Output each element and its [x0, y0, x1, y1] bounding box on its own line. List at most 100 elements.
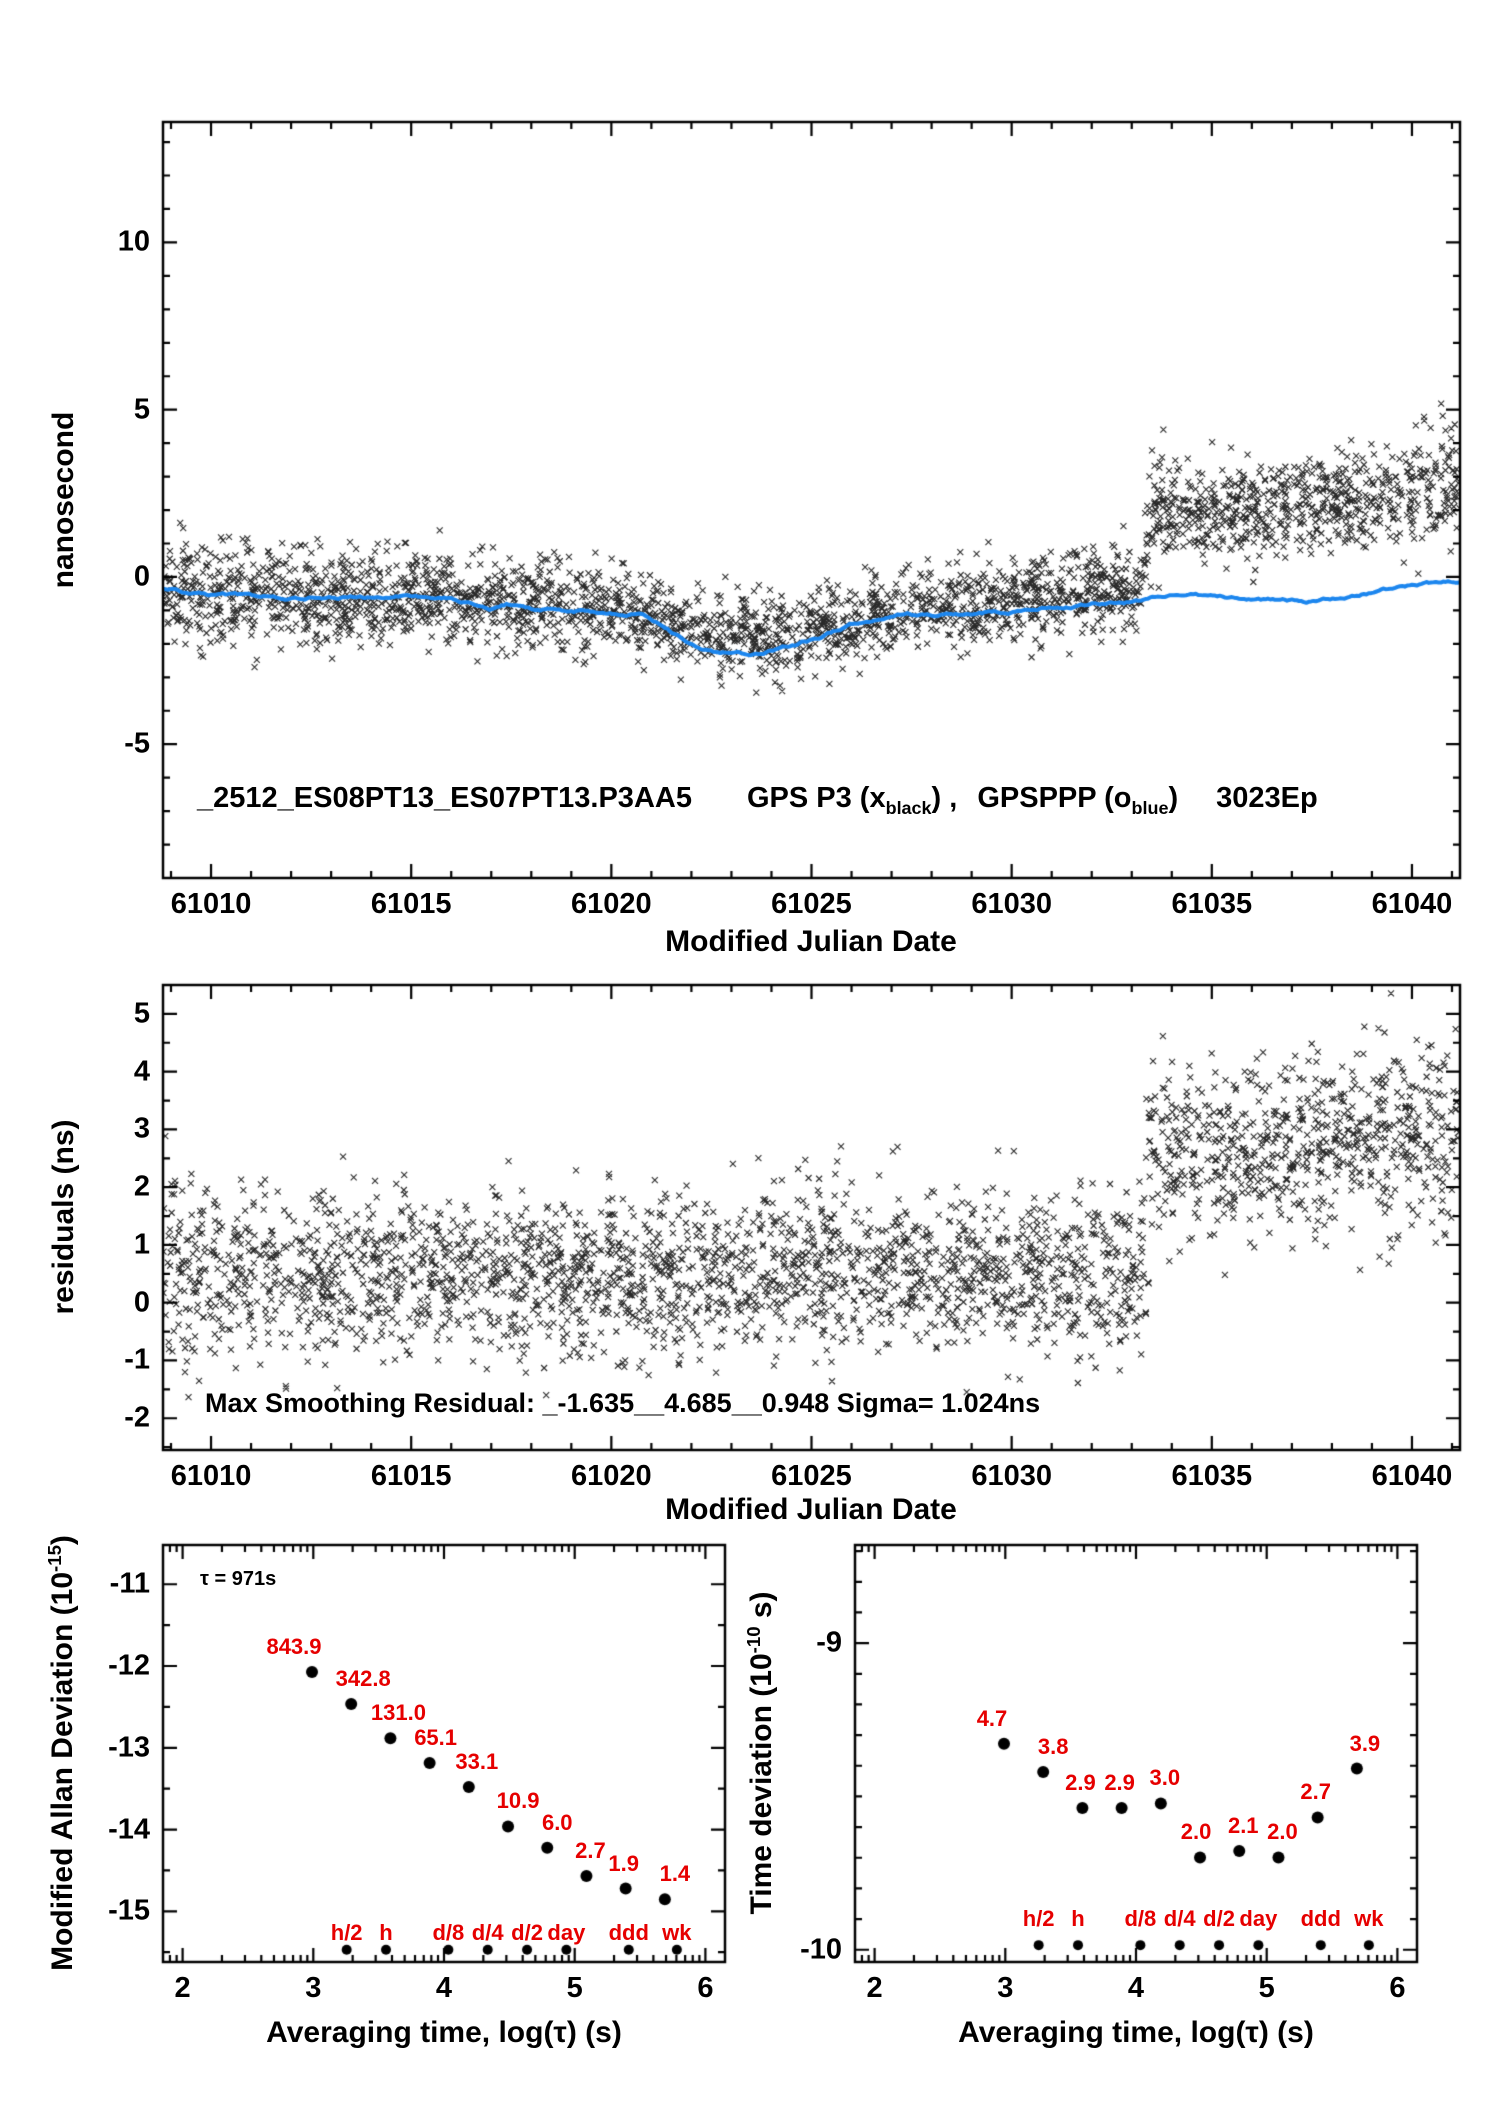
- tdev-x-tick-label: 2: [866, 1972, 883, 2004]
- tdev-y-axis-title: Time deviation (10-10 s): [743, 1591, 779, 1914]
- mdev-y-tick-label: -15: [108, 1894, 150, 1927]
- tdev-y-tick-label: -9: [816, 1626, 842, 1659]
- residuals-x-axis-title: Modified Julian Date: [665, 1493, 957, 1526]
- mdev-tau-scale-label: d/8: [432, 1920, 465, 1946]
- phase-x-tick-label: 61010: [170, 888, 252, 920]
- mdev-tau-scale-label: day: [547, 1920, 586, 1946]
- phase-x-tick-label: 61040: [1371, 888, 1453, 920]
- phase-y-tick-label: 5: [133, 393, 150, 426]
- phase-x-tick-label: 61020: [571, 888, 652, 920]
- tdev-tau-scale-label: ddd: [1300, 1906, 1341, 1932]
- phase-x-axis-title: Modified Julian Date: [665, 925, 957, 958]
- mdev-ylabel-text: Modified Allan Deviation (10: [46, 1571, 79, 1971]
- residuals-x-tick-label: 61010: [170, 1460, 252, 1492]
- mdev-x-tick-label: 4: [435, 1972, 453, 2004]
- tdev-tau-scale-label: h/2: [1022, 1906, 1055, 1932]
- tdev-point-value-label: 2.0: [1180, 1819, 1212, 1845]
- tdev-x-tick-label: 6: [1389, 1972, 1406, 2004]
- tdev-tau-scale-label: day: [1239, 1906, 1278, 1932]
- tdev-point-value-label: 4.7: [976, 1705, 1008, 1731]
- tdev-x-axis-title: Averaging time, log(τ) (s): [958, 2016, 1314, 2049]
- residuals-y-tick-label: 2: [133, 1170, 150, 1203]
- residuals-y-tick-label: 5: [133, 997, 150, 1030]
- legend-series-black: GPS P3 (xblack) ,: [746, 782, 977, 818]
- tdev-tau-scale-label: d/4: [1163, 1906, 1196, 1932]
- mdev-x-tick-label: 6: [697, 1972, 714, 2004]
- residuals-y-tick-label: 0: [133, 1286, 150, 1319]
- mdev-x-tick-label: 5: [566, 1972, 583, 2004]
- tdev-x-tick-label: 3: [997, 1972, 1014, 2004]
- tdev-point-value-label: 3.0: [1149, 1765, 1181, 1791]
- tau-value-note: τ = 971s: [200, 1568, 277, 1590]
- mdev-tau-scale-label: d/2: [511, 1920, 543, 1946]
- mdev-point-value-label: 2.7: [575, 1838, 606, 1864]
- tdev-tau-scale-label: h: [1071, 1906, 1085, 1932]
- phase-x-tick-label: 61025: [771, 888, 852, 920]
- mdev-point-value-label: 1.9: [608, 1850, 639, 1876]
- tdev-point-value-label: 3.9: [1349, 1730, 1381, 1756]
- mdev-x-tick-label: 3: [305, 1972, 322, 2004]
- tdev-y-tick-label: -10: [800, 1933, 842, 1966]
- tdev-x-tick-label: 5: [1258, 1972, 1275, 2004]
- mdev-tau-scale-label: ddd: [608, 1920, 649, 1946]
- tdev-point-value-label: 2.1: [1227, 1812, 1259, 1838]
- mdev-ylabel-close: ): [46, 1535, 79, 1546]
- residuals-y-tick-label: 3: [133, 1112, 150, 1145]
- phase-y-axis-title: nanosecond: [47, 411, 80, 589]
- mdev-y-tick-label: -14: [108, 1813, 150, 1846]
- mdev-point-value-label: 843.9: [266, 1634, 322, 1660]
- residuals-y-tick-label: -2: [124, 1401, 150, 1434]
- residuals-x-tick-label: 61035: [1171, 1460, 1253, 1492]
- residuals-x-tick-label: 61015: [370, 1460, 452, 1492]
- mdev-point-value-label: 65.1: [414, 1725, 458, 1751]
- mdev-tau-scale-label: h/2: [330, 1920, 363, 1946]
- legend-ppp-text: GPSPPP (o: [977, 782, 1132, 814]
- legend-ppp-close: ): [1168, 782, 1179, 814]
- tdev-tau-scale-label: d/2: [1203, 1906, 1235, 1932]
- residuals-x-tick-label: 61030: [971, 1460, 1052, 1492]
- mdev-point-value-label: 1.4: [659, 1861, 691, 1887]
- phase-x-tick-label: 61035: [1171, 888, 1253, 920]
- phase-legend: _2512_ES08PT13_ES07PT13.P3AA5 GPS P3 (xbl…: [197, 782, 1318, 819]
- phase-y-tick-label: 0: [133, 560, 150, 593]
- residuals-x-tick-label: 61040: [1371, 1460, 1453, 1492]
- tdev-ylabel-exponent: -10: [743, 1626, 764, 1654]
- phase-y-tick-label: -5: [124, 727, 150, 760]
- tdev-tau-scale-label: d/8: [1124, 1906, 1157, 1932]
- mdev-y-tick-label: -11: [109, 1567, 150, 1600]
- legend-ppp-subscript: blue: [1131, 797, 1169, 818]
- mdev-tau-scale-label: wk: [662, 1920, 692, 1946]
- mdev-ylabel-exponent: -15: [44, 1545, 65, 1572]
- tdev-point-value-label: 2.9: [1104, 1769, 1135, 1795]
- phase-x-tick-label: 61015: [370, 888, 452, 920]
- mdev-y-tick-label: -13: [108, 1731, 150, 1764]
- tdev-ylabel-close: s): [745, 1591, 778, 1627]
- mdev-point-value-label: 6.0: [541, 1809, 573, 1835]
- residuals-y-tick-label: 1: [133, 1228, 150, 1261]
- mdev-x-axis-title: Averaging time, log(τ) (s): [266, 2016, 622, 2049]
- phase-x-tick-label: 61030: [971, 888, 1052, 920]
- mdev-tau-scale-label: d/4: [471, 1920, 504, 1946]
- phase-y-tick-label: 10: [117, 225, 150, 258]
- residuals-y-tick-label: 4: [133, 1055, 150, 1088]
- mdev-y-tick-label: -12: [108, 1649, 150, 1682]
- mdev-point-value-label: 342.8: [335, 1666, 391, 1692]
- legend-gps-close: ) ,: [931, 782, 958, 814]
- mdev-x-tick-label: 2: [174, 1972, 191, 2004]
- tdev-ylabel-text: Time deviation (10: [745, 1653, 778, 1915]
- residuals-x-tick-label: 61025: [771, 1460, 852, 1492]
- mdev-point-value-label: 33.1: [455, 1749, 499, 1775]
- residual-stats-annotation: Max Smoothing Residual: _-1.635__4.685__…: [205, 1388, 1041, 1418]
- residuals-y-axis-title: residuals (ns): [47, 1119, 80, 1315]
- mdev-point-value-label: 131.0: [370, 1700, 426, 1726]
- legend-gps-subscript: black: [885, 797, 932, 818]
- residuals-x-tick-label: 61020: [571, 1460, 652, 1492]
- residuals-y-tick-label: -1: [124, 1343, 150, 1376]
- legend-dataset-id: _2512_ES08PT13_ES07PT13.P3AA5: [197, 782, 692, 814]
- legend-gps-text: GPS P3 (x: [746, 782, 886, 814]
- legend-epoch-count: 3023Ep: [1216, 782, 1318, 814]
- tdev-point-value-label: 2.9: [1065, 1769, 1096, 1795]
- mdev-point-value-label: 10.9: [496, 1788, 540, 1814]
